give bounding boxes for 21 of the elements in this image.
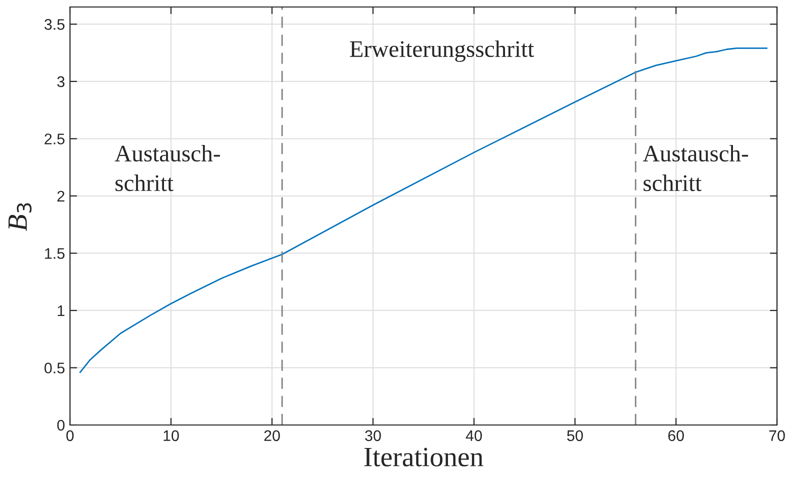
annotation: Austausch- schritt — [642, 144, 748, 192]
annotation: Erweiterungsschritt — [350, 40, 534, 62]
y-tick-label: 1.5 — [45, 248, 64, 259]
x-tick-label: 20 — [264, 430, 280, 442]
x-tick-label: 0 — [66, 430, 74, 442]
y-tick-label: 3.5 — [44, 19, 64, 30]
y-tick-label: 3 — [57, 76, 64, 88]
x-axis-title: Iterationen — [364, 448, 484, 466]
y-tick-label: 0.5 — [44, 362, 64, 374]
x-tick-label: 30 — [365, 430, 381, 442]
y-axis-title: B$_{3}$ — [8, 203, 32, 232]
y-tick-label: 0 — [57, 420, 65, 431]
y-tick-label: 1 — [58, 306, 64, 316]
y-tick-label: 2 — [57, 190, 64, 202]
annotation: Austausch- schritt — [114, 144, 220, 192]
x-tick-label: 70 — [769, 430, 785, 442]
x-tick-label: 50 — [567, 430, 583, 442]
x-tick-label: 60 — [668, 430, 684, 442]
x-tick-label: 10 — [164, 430, 179, 442]
x-tick-label: 40 — [466, 430, 482, 442]
y-tick-label: 2.5 — [44, 134, 64, 144]
